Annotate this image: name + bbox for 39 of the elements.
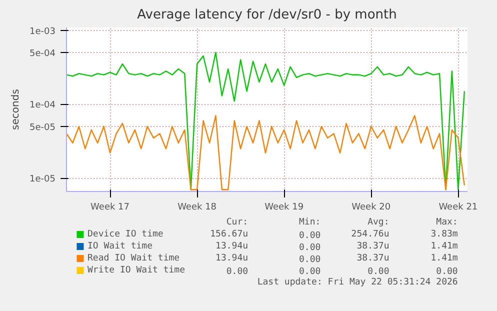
- text: 1.41m: [430, 254, 458, 264]
- text: 3.83m: [430, 230, 458, 240]
- line-series: [66, 115, 465, 190]
- text: 0.00: [368, 267, 390, 277]
- text: 0.00: [436, 267, 458, 277]
- text: Cur:: [226, 218, 248, 228]
- text: 254.76u: [351, 230, 390, 240]
- text: Min:: [298, 218, 321, 228]
- legend-label: IO Wait time: [87, 242, 153, 252]
- x-tick-label: Week 20: [352, 202, 391, 212]
- text: 0.00: [298, 267, 321, 277]
- text: 0.00: [226, 267, 248, 277]
- x-tick-label: Week 18: [178, 202, 217, 212]
- text: Last update: Fri May 22 05:31:24 2026: [257, 278, 458, 288]
- text: 13.94u: [216, 254, 248, 264]
- x-tick-label: Week 21: [438, 202, 478, 212]
- y-tick-label: 5e-05: [30, 122, 56, 133]
- text: 38.37u: [356, 242, 390, 252]
- text: 1.41m: [430, 242, 458, 252]
- text: Max:: [436, 218, 458, 228]
- text: 156.67u: [210, 230, 248, 240]
- legend-label: Device IO time: [87, 230, 164, 240]
- text: 13.94u: [216, 242, 248, 252]
- y-tick-label: 1e-04: [30, 100, 56, 111]
- text: 0.00: [298, 243, 321, 253]
- x-tick-label: Week 19: [264, 202, 304, 212]
- y-tick-label: 1e-03: [30, 26, 56, 37]
- line-series: [66, 52, 465, 190]
- legend-label: Read IO Wait time: [87, 254, 180, 264]
- legend-label: Write IO Wait time: [87, 266, 186, 276]
- text: 38.37u: [356, 254, 390, 264]
- y-tick-label: 5e-04: [30, 49, 56, 60]
- y-tick-label: 1e-05: [30, 174, 56, 185]
- y-axis-title: seconds: [10, 89, 22, 130]
- text: 0.00: [298, 231, 321, 241]
- text: 0.00: [298, 255, 321, 265]
- text: Avg:: [368, 218, 390, 228]
- chart-title: Average latency for /dev/sr0 - by month: [137, 8, 397, 22]
- x-tick-label: Week 17: [90, 202, 130, 212]
